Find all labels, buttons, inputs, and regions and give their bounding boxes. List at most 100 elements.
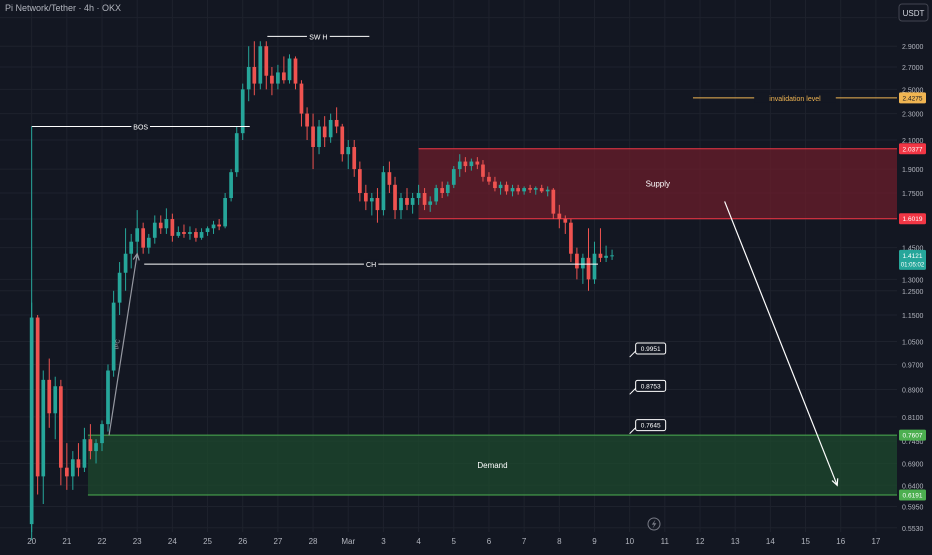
candle[interactable] — [240, 83, 245, 141]
candle[interactable] — [170, 213, 175, 242]
candle[interactable] — [498, 181, 503, 195]
candle[interactable] — [428, 196, 433, 212]
candle[interactable] — [35, 315, 40, 495]
candle[interactable] — [328, 113, 333, 143]
candle[interactable] — [592, 241, 597, 284]
candle[interactable] — [76, 443, 81, 477]
candle[interactable] — [123, 228, 128, 291]
candle[interactable] — [141, 222, 146, 254]
candle[interactable] — [557, 204, 562, 229]
candle[interactable] — [545, 186, 550, 197]
candle[interactable] — [135, 210, 140, 258]
candle[interactable] — [205, 226, 210, 236]
candle[interactable] — [217, 219, 222, 231]
candle[interactable] — [317, 119, 321, 155]
candle[interactable] — [533, 186, 538, 195]
candle[interactable] — [369, 192, 374, 216]
candle[interactable] — [100, 420, 104, 452]
candle[interactable] — [575, 247, 579, 280]
candle[interactable] — [111, 290, 116, 377]
candle[interactable] — [363, 184, 368, 211]
candle[interactable] — [194, 228, 198, 242]
candle[interactable] — [610, 249, 614, 260]
candle[interactable] — [416, 184, 421, 205]
candle[interactable] — [469, 158, 474, 171]
candle[interactable] — [551, 188, 556, 220]
candle[interactable] — [504, 181, 509, 195]
candle[interactable] — [334, 107, 339, 134]
candle[interactable] — [64, 443, 69, 490]
candle[interactable] — [581, 253, 585, 284]
candle[interactable] — [246, 46, 251, 102]
candle[interactable] — [487, 172, 491, 185]
candle[interactable] — [598, 228, 603, 263]
candle[interactable] — [199, 228, 204, 240]
candle[interactable] — [264, 41, 269, 90]
candle[interactable] — [522, 186, 526, 195]
candle[interactable] — [539, 184, 544, 193]
candle[interactable] — [164, 208, 169, 234]
candle[interactable] — [70, 451, 75, 490]
candle[interactable] — [463, 157, 468, 173]
candle[interactable] — [493, 176, 497, 192]
candle[interactable] — [258, 41, 263, 90]
candle[interactable] — [387, 161, 392, 193]
candle[interactable] — [475, 157, 480, 170]
candle[interactable] — [510, 184, 515, 197]
candle[interactable] — [340, 123, 345, 162]
candle[interactable] — [381, 166, 386, 216]
candle[interactable] — [59, 379, 63, 486]
candle[interactable] — [440, 181, 445, 199]
candle[interactable] — [152, 215, 157, 244]
candle[interactable] — [457, 154, 462, 177]
candle[interactable] — [88, 424, 93, 460]
candle[interactable] — [129, 233, 134, 269]
candle[interactable] — [299, 80, 304, 127]
candle[interactable] — [604, 245, 608, 263]
candle[interactable] — [211, 220, 216, 234]
candle[interactable] — [569, 219, 573, 263]
candle[interactable] — [358, 161, 362, 202]
lightning-bolt-icon[interactable] — [647, 517, 661, 531]
candle[interactable] — [311, 113, 315, 170]
candle[interactable] — [94, 439, 98, 464]
candle[interactable] — [434, 184, 439, 205]
candle[interactable] — [346, 140, 351, 170]
candle[interactable] — [158, 215, 163, 234]
candle[interactable] — [41, 370, 46, 505]
candle[interactable] — [410, 192, 415, 214]
candle[interactable] — [481, 160, 485, 182]
candle[interactable] — [252, 41, 257, 96]
candle[interactable] — [451, 166, 456, 189]
candle[interactable] — [229, 169, 233, 202]
candle[interactable] — [405, 188, 409, 211]
candle[interactable] — [282, 56, 286, 84]
currency-button[interactable]: USDT — [898, 3, 929, 22]
candle[interactable] — [176, 226, 181, 238]
candle[interactable] — [223, 192, 227, 229]
candle[interactable] — [305, 107, 309, 141]
candle[interactable] — [293, 56, 298, 90]
candle[interactable] — [445, 181, 450, 197]
candle[interactable] — [270, 66, 274, 96]
candle[interactable] — [234, 126, 239, 177]
candle[interactable] — [422, 188, 427, 211]
candle[interactable] — [528, 184, 532, 193]
candle[interactable] — [53, 376, 58, 440]
candle[interactable] — [586, 228, 591, 291]
candle[interactable] — [188, 226, 192, 240]
candle[interactable] — [322, 116, 327, 148]
candle[interactable] — [352, 140, 357, 177]
candle[interactable] — [375, 188, 380, 223]
candle[interactable] — [106, 364, 110, 432]
candle[interactable] — [276, 64, 280, 90]
candle[interactable] — [516, 184, 521, 195]
candle[interactable] — [117, 262, 122, 316]
candle[interactable] — [399, 192, 403, 220]
candle[interactable] — [182, 224, 186, 238]
candle[interactable] — [47, 358, 52, 428]
candle[interactable] — [146, 233, 151, 254]
candle[interactable] — [563, 215, 568, 234]
